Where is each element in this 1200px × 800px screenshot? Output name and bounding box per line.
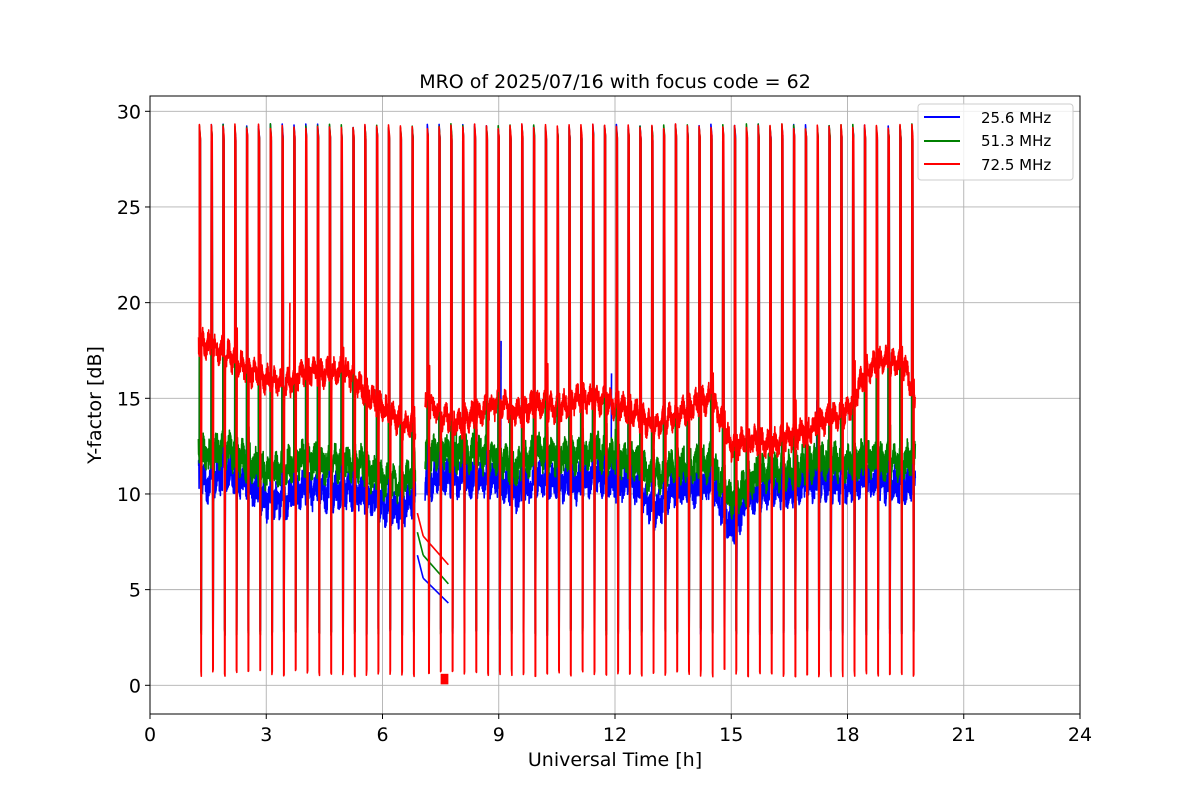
chart-title: MRO of 2025/07/16 with focus code = 62 bbox=[419, 71, 811, 93]
series-line-72-5- bbox=[197, 123, 417, 678]
y-tick-label: 5 bbox=[129, 580, 141, 602]
series-line-25-6- bbox=[424, 123, 917, 637]
y-tick-label: 10 bbox=[117, 484, 141, 506]
legend-label-25-6: 25.6 MHz bbox=[981, 109, 1051, 127]
legend-label-72-5: 72.5 MHz bbox=[981, 156, 1051, 174]
x-tick-label: 3 bbox=[260, 724, 272, 746]
x-tick-label: 15 bbox=[719, 724, 743, 746]
y-tick-label: 15 bbox=[117, 388, 141, 410]
x-tick-label: 0 bbox=[144, 724, 156, 746]
transition-line bbox=[416, 532, 424, 556]
x-tick-label: 21 bbox=[952, 724, 976, 746]
transition-line bbox=[416, 512, 424, 537]
x-tick-label: 18 bbox=[835, 724, 859, 746]
axis-ticks: 0 3 6 9 12 15 18 21 24 0 5 10 15 20 25 30 bbox=[117, 101, 1092, 746]
series-line-51-3- bbox=[424, 123, 917, 637]
y-tick-label: 20 bbox=[117, 293, 141, 315]
transition-line bbox=[416, 554, 424, 579]
x-tick-label: 6 bbox=[376, 724, 388, 746]
y-tick-label: 0 bbox=[129, 675, 141, 697]
x-axis-label: Universal Time [h] bbox=[528, 749, 702, 771]
legend: 25.6 MHz 51.3 MHz 72.5 MHz bbox=[917, 103, 1074, 181]
y-axis-label: Y-factor [dB] bbox=[84, 346, 106, 465]
legend-box bbox=[917, 103, 1074, 181]
x-tick-label: 12 bbox=[603, 724, 627, 746]
y-tick-label: 25 bbox=[117, 197, 141, 219]
legend-label-51-3: 51.3 MHz bbox=[981, 132, 1051, 150]
low-cluster bbox=[440, 673, 449, 685]
transition-line bbox=[422, 554, 449, 585]
x-tick-label: 9 bbox=[493, 724, 505, 746]
series-line-72-5- bbox=[424, 123, 917, 678]
transition-line bbox=[422, 535, 449, 566]
y-tick-label: 30 bbox=[117, 101, 141, 123]
x-tick-label: 24 bbox=[1068, 724, 1092, 746]
plot-data bbox=[197, 123, 917, 685]
transition-line bbox=[422, 577, 449, 604]
